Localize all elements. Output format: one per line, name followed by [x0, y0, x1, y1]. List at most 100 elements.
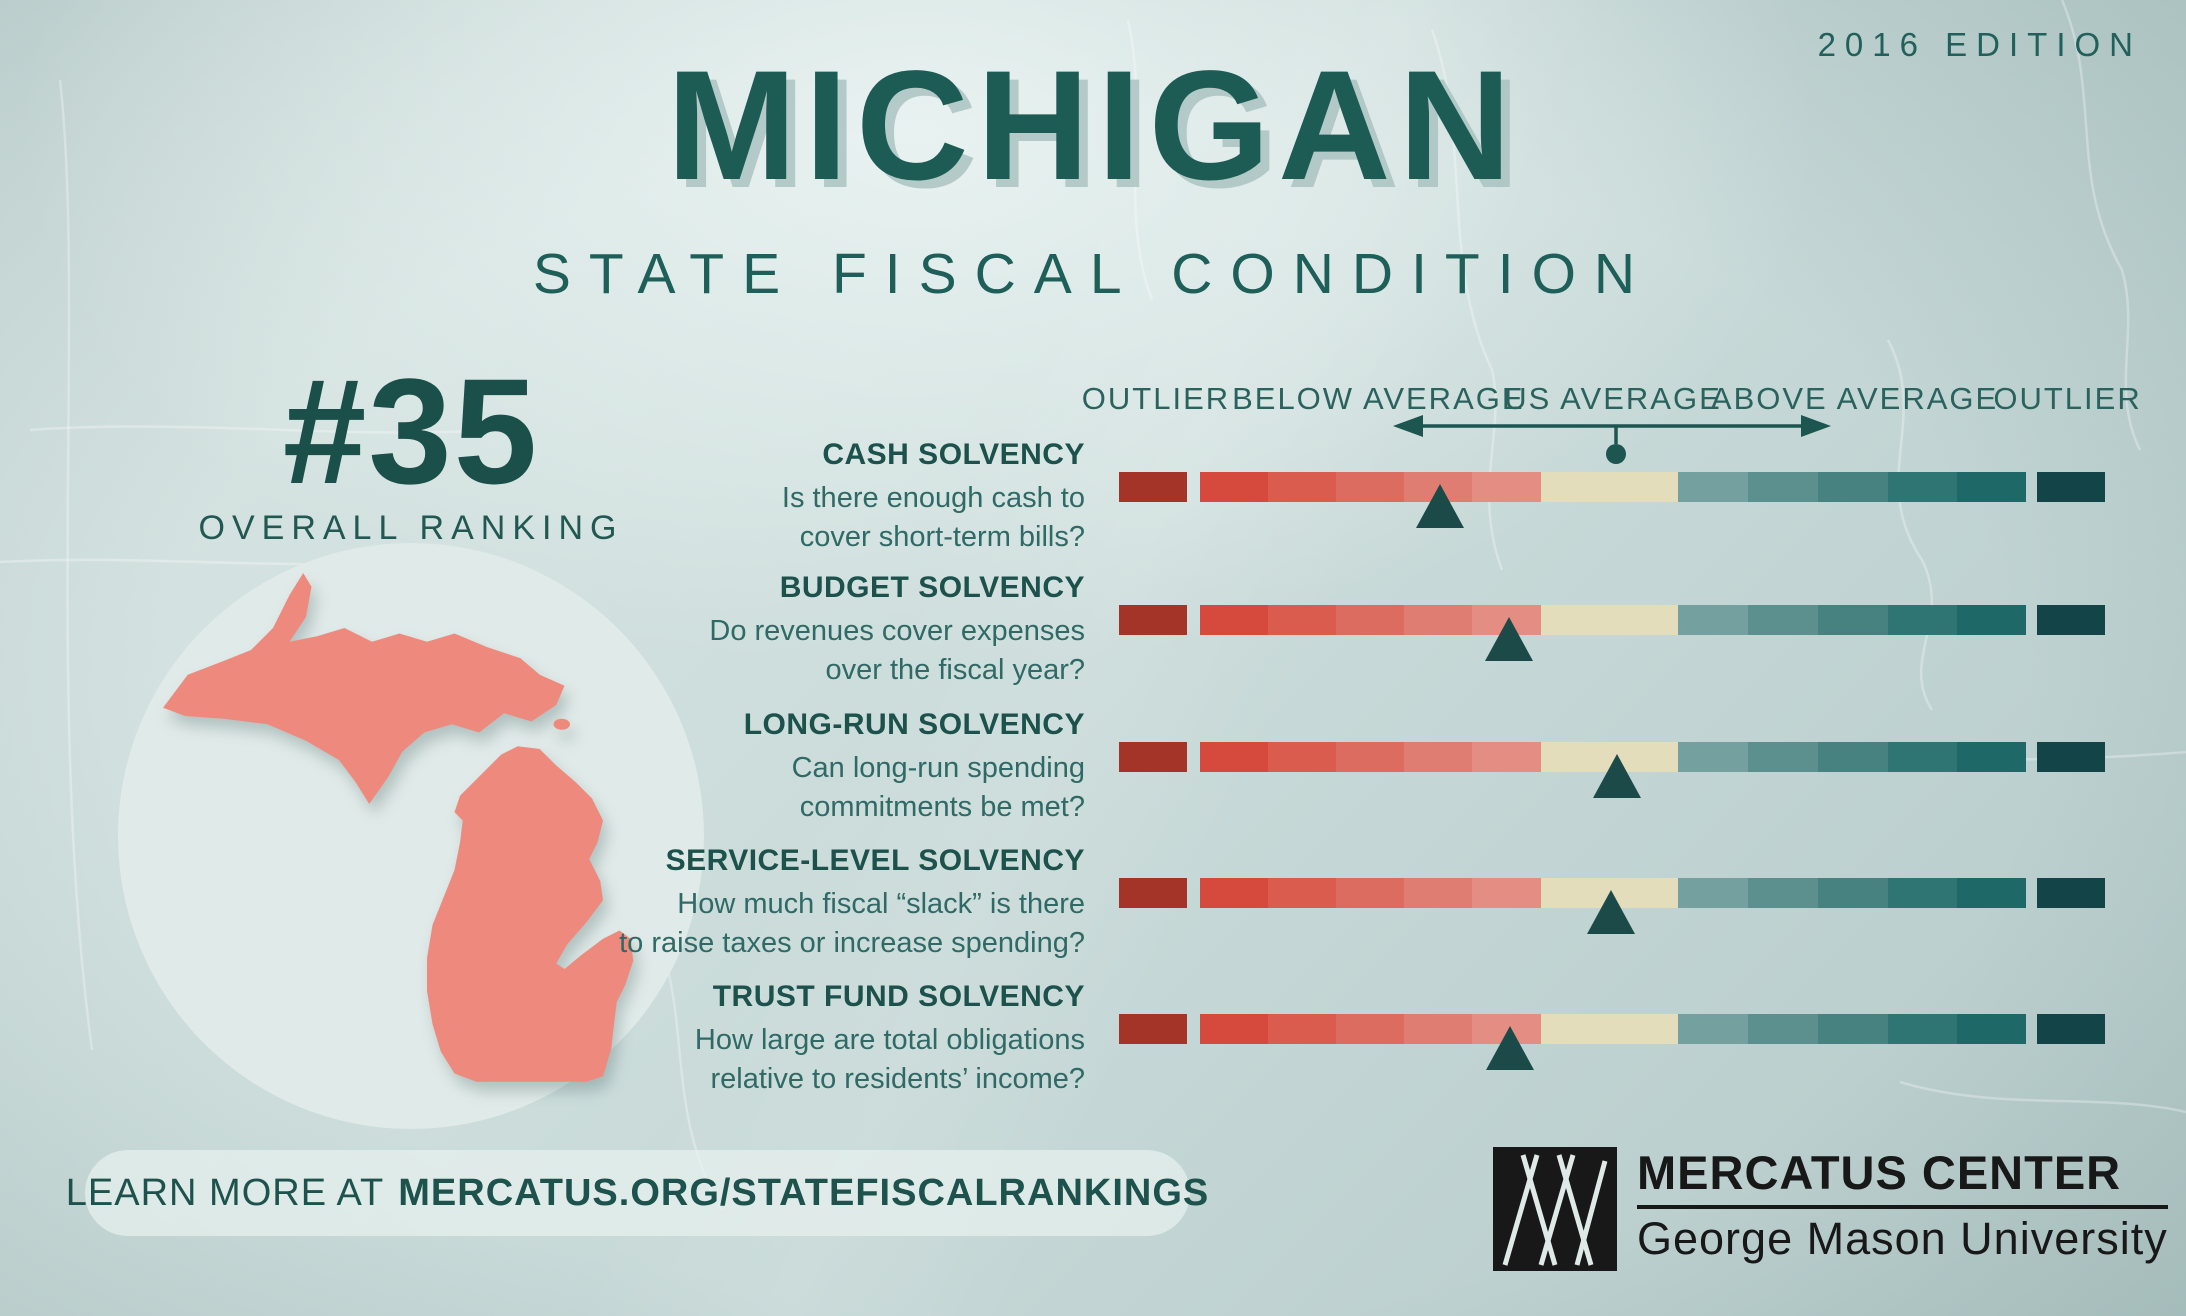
bar-segment-below-avg-1 — [1200, 742, 1268, 772]
bar-segment-outlier-low — [1119, 472, 1187, 502]
bar-segment-above-avg-1 — [1678, 605, 1748, 635]
bar-segment-below-avg-5 — [1472, 878, 1541, 908]
bar-segment-above-avg-5 — [1957, 1014, 2026, 1044]
bar-segment-outlier-low — [1119, 1014, 1187, 1044]
bar-segment-gap — [1187, 878, 1200, 908]
page-subtitle: STATE FISCAL CONDITION — [532, 242, 1654, 306]
solvency-title: SERVICE-LEVEL SOLVENCY — [665, 844, 1085, 877]
bar-segment-below-avg-2 — [1268, 1014, 1336, 1044]
overall-rank-number: #35 — [282, 347, 540, 515]
bar-segment-above-avg-1 — [1678, 472, 1748, 502]
learn-more-pill[interactable]: LEARN MORE AT MERCATUS.ORG/STATEFISCALRA… — [66, 1150, 1208, 1236]
edition-label: 2016 EDITION — [1817, 26, 2142, 63]
bar-segment-us-average — [1541, 1014, 1678, 1044]
solvency-bar-4 — [1119, 878, 2105, 934]
rating-marker-triangle-icon — [1485, 617, 1534, 661]
solvency-title: LONG-RUN SOLVENCY — [743, 708, 1085, 741]
bar-segment-above-avg-4 — [1888, 742, 1957, 772]
michigan-state-map-icon — [163, 573, 634, 1082]
solvency-title: BUDGET SOLVENCY — [779, 571, 1085, 604]
learn-more-url[interactable]: MERCATUS.ORG/STATEFISCALRANKINGS — [398, 1171, 1210, 1214]
bar-segment-gap — [1187, 472, 1200, 502]
solvency-bar-1 — [1119, 472, 2105, 528]
bar-segment-above-avg-1 — [1678, 742, 1748, 772]
bar-segment-above-avg-1 — [1678, 1014, 1748, 1044]
rating-marker-triangle-icon — [1486, 1026, 1535, 1070]
bar-segment-above-avg-5 — [1957, 742, 2026, 772]
bar-segment-gap — [1187, 1014, 1200, 1044]
bar-segment-gap — [2026, 742, 2037, 772]
george-mason-university-wordmark: George Mason University — [1637, 1213, 2168, 1264]
bar-segment-above-avg-4 — [1888, 605, 1957, 635]
scale-label-outlier: OUTLIER — [1081, 381, 1231, 416]
bar-segment-gap — [1187, 605, 1200, 635]
row-label-2: BUDGET SOLVENCY Do revenues cover expense… — [525, 571, 1085, 690]
mercatus-logo: MERCATUS CENTER George Mason University — [1493, 1147, 2168, 1271]
bar-segment-below-avg-5 — [1472, 472, 1541, 502]
bar-segment-outlier-high — [2036, 605, 2105, 635]
bar-segment-below-avg-1 — [1200, 605, 1268, 635]
bar-segment-below-avg-3 — [1336, 605, 1404, 635]
bar-segment-below-avg-2 — [1268, 742, 1336, 772]
page-title: MICHIGAN — [666, 39, 1520, 213]
learn-more-prefix: LEARN MORE AT — [65, 1171, 385, 1214]
bar-segment-outlier-low — [1119, 878, 1187, 908]
bar-segment-above-avg-5 — [1957, 605, 2026, 635]
bar-segment-gap — [2026, 878, 2037, 908]
bar-segment-above-avg-2 — [1748, 472, 1818, 502]
bar-segment-below-avg-3 — [1336, 472, 1404, 502]
scale-label-below-average: BELOW AVERAGE — [1232, 381, 1525, 416]
bar-segment-outlier-high — [2036, 1014, 2105, 1044]
solvency-bar-5 — [1119, 1014, 2105, 1070]
solvency-question: Can long-run spending commitments be met… — [791, 752, 1085, 823]
solvency-question: Do revenues cover expenses over the fisc… — [709, 615, 1085, 686]
bar-segment-below-avg-1 — [1200, 878, 1268, 908]
solvency-title: TRUST FUND SOLVENCY — [712, 980, 1085, 1013]
bar-segment-below-avg-3 — [1336, 1014, 1404, 1044]
bar-segment-below-avg-4 — [1404, 878, 1472, 908]
mercatus-center-wordmark: MERCATUS CENTER — [1637, 1149, 2168, 1209]
solvency-question: Is there enough cash to cover short-term… — [781, 482, 1085, 553]
rating-marker-triangle-icon — [1416, 484, 1465, 528]
bar-segment-below-avg-3 — [1336, 878, 1404, 908]
average-range-arrow-icon — [1393, 415, 1831, 464]
bar-segment-below-avg-2 — [1268, 605, 1336, 635]
scale-label-outlier: OUTLIER — [1993, 381, 2142, 416]
solvency-question: How much fiscal “slack” is there to rais… — [619, 888, 1085, 959]
bar-segment-gap — [2026, 472, 2037, 502]
row-label-1: CASH SOLVENCY Is there enough cash to cov… — [525, 438, 1085, 557]
bar-segment-below-avg-5 — [1472, 742, 1541, 772]
bar-segment-below-avg-4 — [1404, 605, 1472, 635]
bar-segment-above-avg-4 — [1888, 878, 1957, 908]
row-label-4: SERVICE-LEVEL SOLVENCY How much fiscal “s… — [525, 844, 1085, 963]
solvency-bar-2 — [1119, 605, 2105, 661]
bar-segment-above-avg-4 — [1888, 472, 1957, 502]
bar-segment-gap — [2026, 605, 2037, 635]
solvency-bar-3 — [1119, 742, 2105, 798]
bar-segment-below-avg-1 — [1200, 1014, 1268, 1044]
bar-segment-above-avg-3 — [1818, 742, 1888, 772]
bar-segment-above-avg-1 — [1678, 878, 1748, 908]
solvency-question: How large are total obligations relative… — [694, 1024, 1085, 1095]
rating-marker-triangle-icon — [1587, 890, 1635, 934]
mercatus-logo-mark-icon — [1493, 1147, 1617, 1271]
row-label-5: TRUST FUND SOLVENCY How large are total o… — [525, 980, 1085, 1099]
row-label-3: LONG-RUN SOLVENCY Can long-run spending c… — [525, 708, 1085, 827]
bar-segment-above-avg-2 — [1748, 605, 1818, 635]
bar-segment-above-avg-3 — [1818, 605, 1888, 635]
bar-segment-below-avg-2 — [1268, 472, 1336, 502]
bar-segment-above-avg-2 — [1748, 878, 1818, 908]
bar-segment-outlier-low — [1119, 605, 1187, 635]
bar-segment-gap — [2026, 1014, 2037, 1044]
bar-segment-outlier-high — [2036, 472, 2105, 502]
rating-marker-triangle-icon — [1592, 754, 1641, 798]
bar-segment-outlier-high — [2036, 878, 2105, 908]
bar-segment-gap — [1187, 742, 1200, 772]
bar-segment-above-avg-3 — [1818, 472, 1888, 502]
solvency-title: CASH SOLVENCY — [822, 438, 1085, 471]
mercatus-logo-text: MERCATUS CENTER George Mason University — [1637, 1147, 2168, 1261]
bar-segment-us-average — [1541, 472, 1678, 502]
bar-segment-below-avg-4 — [1404, 742, 1472, 772]
bar-segment-above-avg-5 — [1957, 878, 2026, 908]
